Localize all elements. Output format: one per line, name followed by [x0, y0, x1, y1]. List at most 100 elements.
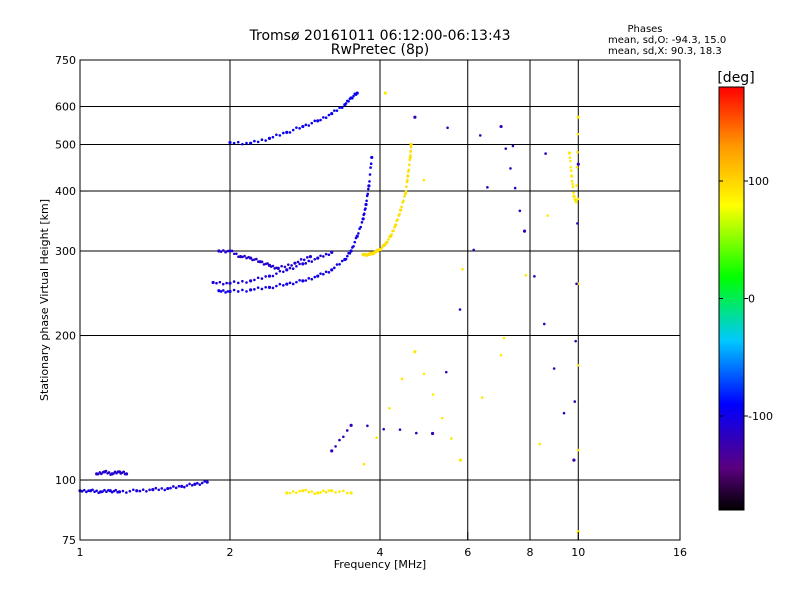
data-point [291, 267, 295, 271]
data-points [78, 91, 580, 534]
data-point [330, 250, 334, 255]
data-point [253, 278, 256, 282]
data-point [327, 253, 331, 257]
colorbar-tick-label: 100 [748, 175, 769, 188]
data-point [362, 212, 366, 216]
data-point [228, 249, 232, 253]
data-point [576, 162, 580, 166]
data-point [458, 458, 463, 462]
data-point [304, 262, 308, 265]
data-point [241, 142, 244, 146]
data-point [301, 279, 305, 283]
y-tick-labels: 75 100 200 300 400 500 600 750 [55, 54, 76, 547]
data-point [266, 262, 269, 265]
data-point [327, 271, 331, 274]
series-group [330, 115, 580, 462]
data-point [91, 488, 94, 492]
data-point [93, 490, 96, 494]
data-point [228, 289, 232, 294]
data-point [211, 280, 215, 285]
data-point [260, 287, 264, 291]
data-point [132, 488, 135, 492]
data-point [288, 491, 292, 495]
data-point [105, 490, 108, 494]
y-tick-label: 75 [62, 534, 76, 547]
data-point [387, 238, 390, 241]
data-point [330, 111, 334, 116]
data-point [319, 118, 322, 122]
data-point [249, 279, 253, 283]
data-point [264, 139, 267, 142]
data-point [569, 159, 572, 163]
data-point [338, 438, 341, 442]
data-point [524, 273, 528, 277]
data-point [383, 242, 387, 246]
x-tick-label: 6 [464, 546, 471, 559]
data-point [340, 106, 344, 110]
data-point [316, 491, 320, 495]
data-point [163, 488, 167, 492]
data-point [225, 281, 228, 285]
x-tick-label: 16 [673, 546, 687, 559]
data-point [486, 186, 489, 189]
data-point [219, 290, 223, 293]
data-point [322, 272, 325, 276]
data-point [228, 281, 232, 285]
data-point [403, 195, 406, 198]
data-point [255, 257, 258, 261]
series-group [211, 250, 334, 286]
data-point [193, 482, 197, 486]
data-point [177, 484, 181, 488]
data-point [276, 266, 280, 270]
data-point [310, 277, 314, 281]
data-point [345, 491, 349, 495]
data-point [117, 490, 122, 494]
data-point [285, 282, 289, 286]
data-point [382, 427, 385, 431]
data-point [375, 436, 378, 439]
data-point [135, 489, 139, 493]
data-point [188, 482, 191, 486]
colorbar-tick-label: 0 [748, 293, 755, 306]
data-point [322, 255, 325, 258]
data-point [352, 94, 355, 98]
data-point [160, 487, 164, 490]
data-point [368, 173, 372, 176]
data-point [286, 263, 290, 266]
data-point [154, 486, 158, 490]
data-point [230, 249, 234, 253]
data-point [345, 429, 349, 432]
data-point [380, 246, 384, 249]
data-point [215, 281, 218, 285]
y-tick-label: 200 [55, 330, 76, 343]
data-point [307, 259, 311, 263]
data-point [348, 252, 352, 255]
data-point [413, 115, 417, 119]
data-point [369, 166, 372, 169]
data-point [409, 149, 413, 153]
data-point [107, 471, 111, 474]
data-point [226, 249, 230, 253]
data-point [224, 291, 227, 294]
colorbar [718, 86, 745, 511]
data-point [275, 284, 278, 288]
x-tick-label: 4 [377, 546, 384, 559]
data-point [295, 265, 298, 268]
data-point [408, 158, 412, 162]
data-point [114, 488, 118, 492]
data-point [398, 428, 402, 431]
data-point [322, 116, 325, 119]
data-point [349, 249, 353, 253]
data-point [245, 290, 248, 293]
data-point [217, 249, 221, 253]
data-point [393, 225, 396, 229]
x-tick-labels: 1 2 4 6 8 10 16 [77, 546, 688, 559]
data-point [221, 282, 225, 286]
data-point [386, 240, 389, 244]
data-point [413, 350, 417, 354]
data-point [327, 489, 331, 492]
data-point [461, 267, 464, 271]
data-point [291, 128, 295, 132]
data-point [346, 254, 349, 258]
